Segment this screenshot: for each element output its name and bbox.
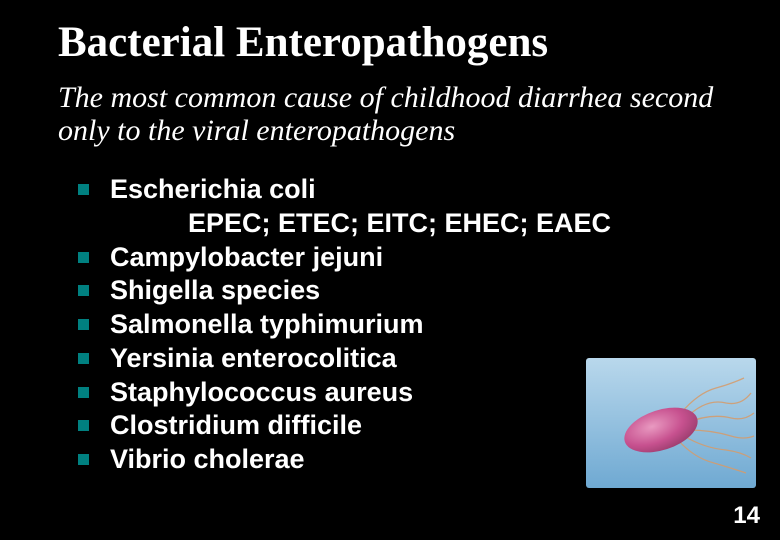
list-item-text: Staphylococcus aureus bbox=[110, 377, 413, 407]
slide-container: Bacterial Enteropathogens The most commo… bbox=[0, 0, 780, 540]
list-item-text: Escherichia coli bbox=[110, 174, 316, 204]
bacteria-illustration bbox=[586, 358, 756, 488]
list-item-text: Vibrio cholerae bbox=[110, 444, 305, 474]
page-number: 14 bbox=[733, 502, 760, 530]
list-item-sub: EPEC; ETEC; EITC; EHEC; EAEC bbox=[110, 207, 730, 241]
list-item-text: Shigella species bbox=[110, 275, 320, 305]
list-item: Shigella species bbox=[110, 274, 730, 308]
list-item: Salmonella typhimurium bbox=[110, 308, 730, 342]
list-item: Escherichia coli EPEC; ETEC; EITC; EHEC;… bbox=[110, 173, 730, 241]
bacteria-svg bbox=[586, 358, 756, 488]
list-item-text: Salmonella typhimurium bbox=[110, 309, 424, 339]
slide-subtitle: The most common cause of childhood diarr… bbox=[58, 81, 730, 147]
list-item-text: Campylobacter jejuni bbox=[110, 242, 383, 272]
list-item-text: Yersinia enterocolitica bbox=[110, 343, 397, 373]
list-item-text: Clostridium difficile bbox=[110, 410, 362, 440]
list-item: Campylobacter jejuni bbox=[110, 241, 730, 275]
slide-title: Bacterial Enteropathogens bbox=[58, 18, 730, 67]
